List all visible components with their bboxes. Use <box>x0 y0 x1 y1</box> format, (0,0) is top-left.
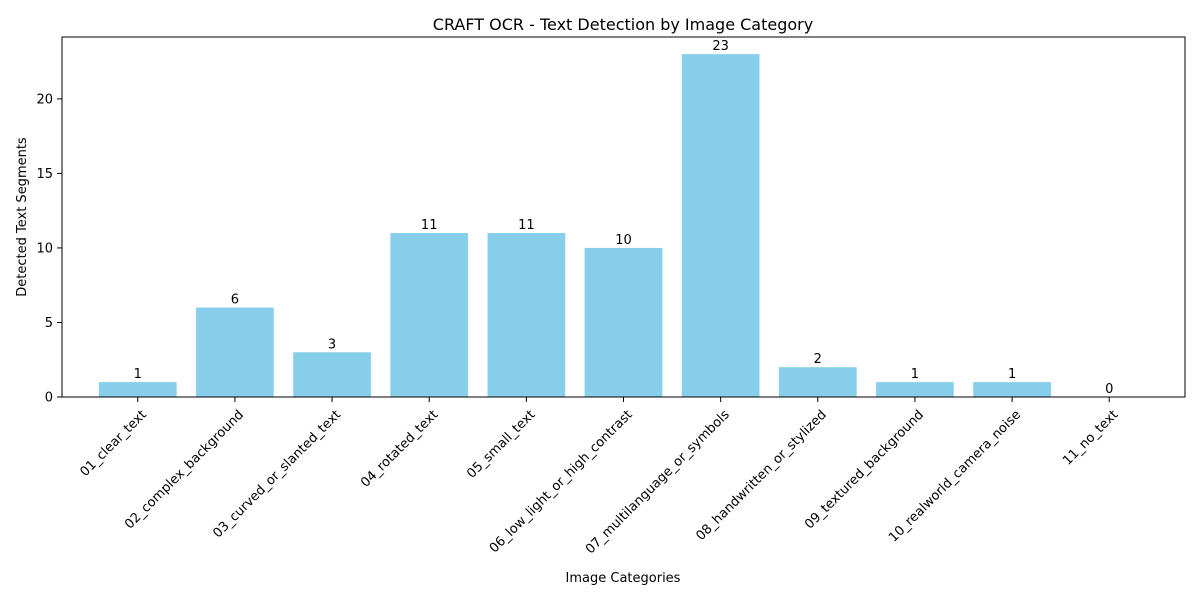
bar-value-label: 10 <box>615 233 632 248</box>
bar-value-label: 23 <box>712 39 729 54</box>
bar-01_clear_text <box>98 382 177 397</box>
bar-08_handwritten_or_stylized <box>778 367 857 397</box>
bar-value-label: 1 <box>1008 367 1016 382</box>
y-axis: 0 5 10 15 20 <box>36 92 62 406</box>
bar-05_small_text <box>487 233 566 397</box>
bar-value-label: 3 <box>328 337 336 352</box>
bar-value-label: 1 <box>911 367 919 382</box>
y-tick-label: 0 <box>45 391 53 406</box>
y-tick-label: 20 <box>36 92 53 107</box>
y-tick-label: 5 <box>45 316 53 331</box>
chart-title: CRAFT OCR - Text Detection by Image Cate… <box>433 15 813 34</box>
bar-02_complex_background <box>196 307 274 397</box>
bar-value-label: 2 <box>814 352 822 367</box>
bar-06_low_light_or_high_contrast <box>584 247 663 397</box>
bar-09_textured_background <box>876 382 954 397</box>
bar-value-label: 0 <box>1105 382 1113 397</box>
x-axis-label: Image Categories <box>566 571 681 586</box>
bar-04_rotated_text <box>390 233 469 397</box>
y-axis-label: Detected Text Segments <box>15 137 30 297</box>
bar-value-label: 11 <box>421 218 438 233</box>
bar-value-label: 6 <box>231 293 239 308</box>
y-tick-label: 10 <box>36 241 53 256</box>
bar-10_realworld_camera_noise <box>973 382 1051 397</box>
y-tick-label: 15 <box>36 167 53 182</box>
bar-07_multilanguage_or_symbols <box>681 54 760 398</box>
bars-layer <box>98 54 1051 398</box>
bar-value-label: 1 <box>134 367 142 382</box>
bar-value-label: 11 <box>518 218 535 233</box>
plot-frame <box>61 36 1186 398</box>
bar-03_curved_or_slanted_text <box>293 352 371 397</box>
